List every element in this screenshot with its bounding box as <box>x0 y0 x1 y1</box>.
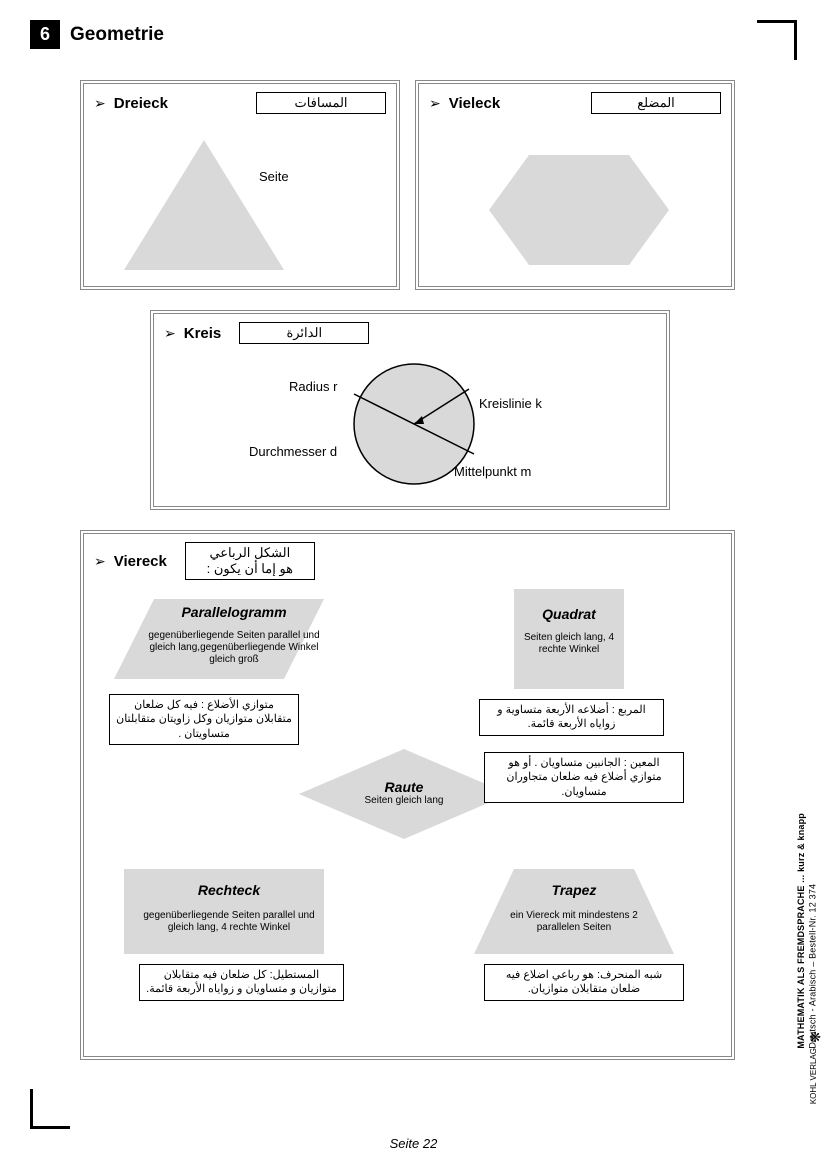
corner-top-right <box>757 20 797 60</box>
bullet-icon: ➢ <box>94 553 106 570</box>
raute-title: Raute <box>339 779 469 795</box>
vieleck-title: Vieleck <box>449 95 500 112</box>
corner-bottom-left <box>30 1089 70 1129</box>
card-kreis: ➢ Kreis الدائرة Radius r Kreislinie k Du… <box>150 310 670 510</box>
card-vieleck: ➢ Vieleck المضلع <box>415 80 735 290</box>
kreis-radius-label: Radius r <box>289 379 337 394</box>
triangle-shape <box>94 120 394 280</box>
polygon-shape <box>429 120 729 280</box>
viereck-arabic: الشكل الرباعي هو إما أن يكون : <box>185 542 315 580</box>
bullet-icon: ➢ <box>94 95 106 112</box>
raute-desc: Seiten gleich lang <box>339 795 469 807</box>
publisher-logo: ❋ KOHL VERLAG <box>809 1029 821 1104</box>
kreis-mittelpunkt-label: Mittelpunkt m <box>454 464 531 479</box>
rechteck-desc: gegenüberliegende Seiten parallel und gl… <box>134 910 324 934</box>
page-footer: Seite 22 <box>0 1136 827 1151</box>
publisher-name: KOHL VERLAG <box>809 1048 818 1104</box>
trapez-arabic: شبه المنحرف: هو رباعي اضلاع فيه ضلعان مت… <box>484 964 684 1001</box>
circle-diagram <box>154 344 654 504</box>
parallelogramm-arabic: متوازي الأضلاع : فيه كل ضلعان متقابلان م… <box>109 694 299 745</box>
side-line2: Deutsch - Arabisch – Bestell-Nr. 12 374 <box>807 884 817 1049</box>
card-dreieck: ➢ Dreieck المسافات Seite <box>80 80 400 290</box>
viereck-arabic-line1: الشكل الرباعي <box>194 545 306 561</box>
raute-arabic: المعين : الجانبين متساويان . أو هو متواز… <box>484 752 684 803</box>
dreieck-title: Dreieck <box>114 95 168 112</box>
kreis-title: Kreis <box>184 325 222 342</box>
viereck-title: Viereck <box>114 553 167 570</box>
viereck-arabic-line2: هو إما أن يكون : <box>194 561 306 577</box>
quadrat-title: Quadrat <box>509 606 629 622</box>
bullet-icon: ➢ <box>164 325 176 342</box>
vieleck-arabic: المضلع <box>591 92 721 114</box>
trapez-title: Trapez <box>489 882 659 898</box>
trapez-desc: ein Viereck mit mindestens 2 parallelen … <box>489 910 659 934</box>
side-line1: MATHEMATIK ALS FREMDSPRACHE ... kurz & k… <box>796 813 806 1049</box>
side-publication-info: MATHEMATIK ALS FREMDSPRACHE ... kurz & k… <box>796 813 819 1049</box>
chapter-title: Geometrie <box>70 24 164 46</box>
content-area: ➢ Dreieck المسافات Seite ➢ Vieleck المضل… <box>70 70 757 1119</box>
parallelogramm-desc: gegenüberliegende Seiten parallel und gl… <box>139 630 329 666</box>
quadrat-arabic: المربع : أضلاعه الأربعة متساوية و زواياه… <box>479 699 664 736</box>
quadrat-desc: Seiten gleich lang, 4 rechte Winkel <box>509 632 629 656</box>
dreieck-arabic: المسافات <box>256 92 386 114</box>
rechteck-arabic: المستطيل: كل ضلعان فيه متقابلان متوازيان… <box>139 964 344 1001</box>
chapter-number: 6 <box>30 20 60 49</box>
parallelogramm-title: Parallelogramm <box>139 604 329 620</box>
card-viereck: ➢ Viereck الشكل الرباعي هو إما أن يكون :… <box>80 530 735 1060</box>
kreis-durchmesser-label: Durchmesser d <box>249 444 337 459</box>
kreis-kreislinie-label: Kreislinie k <box>479 396 542 411</box>
page-header: 6 Geometrie <box>30 20 164 49</box>
dreieck-side-label: Seite <box>259 169 289 184</box>
bullet-icon: ➢ <box>429 95 441 112</box>
rechteck-title: Rechteck <box>134 882 324 898</box>
kreis-arabic: الدائرة <box>239 322 369 344</box>
